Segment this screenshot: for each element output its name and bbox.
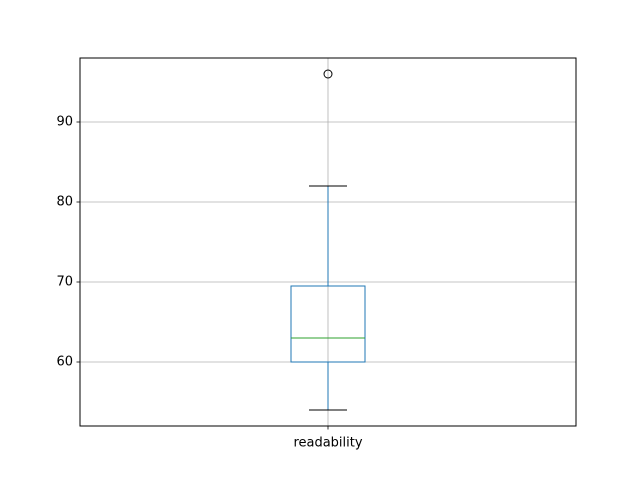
outlier <box>323 69 333 79</box>
y-tick-label: 80 <box>56 195 73 210</box>
y-tick-label: 90 <box>56 115 73 130</box>
y-tick-label: 70 <box>56 275 73 290</box>
box <box>290 285 366 363</box>
x-tick-label: readability <box>293 436 362 451</box>
plot <box>290 69 366 411</box>
y-tick-label: 60 <box>56 355 73 370</box>
